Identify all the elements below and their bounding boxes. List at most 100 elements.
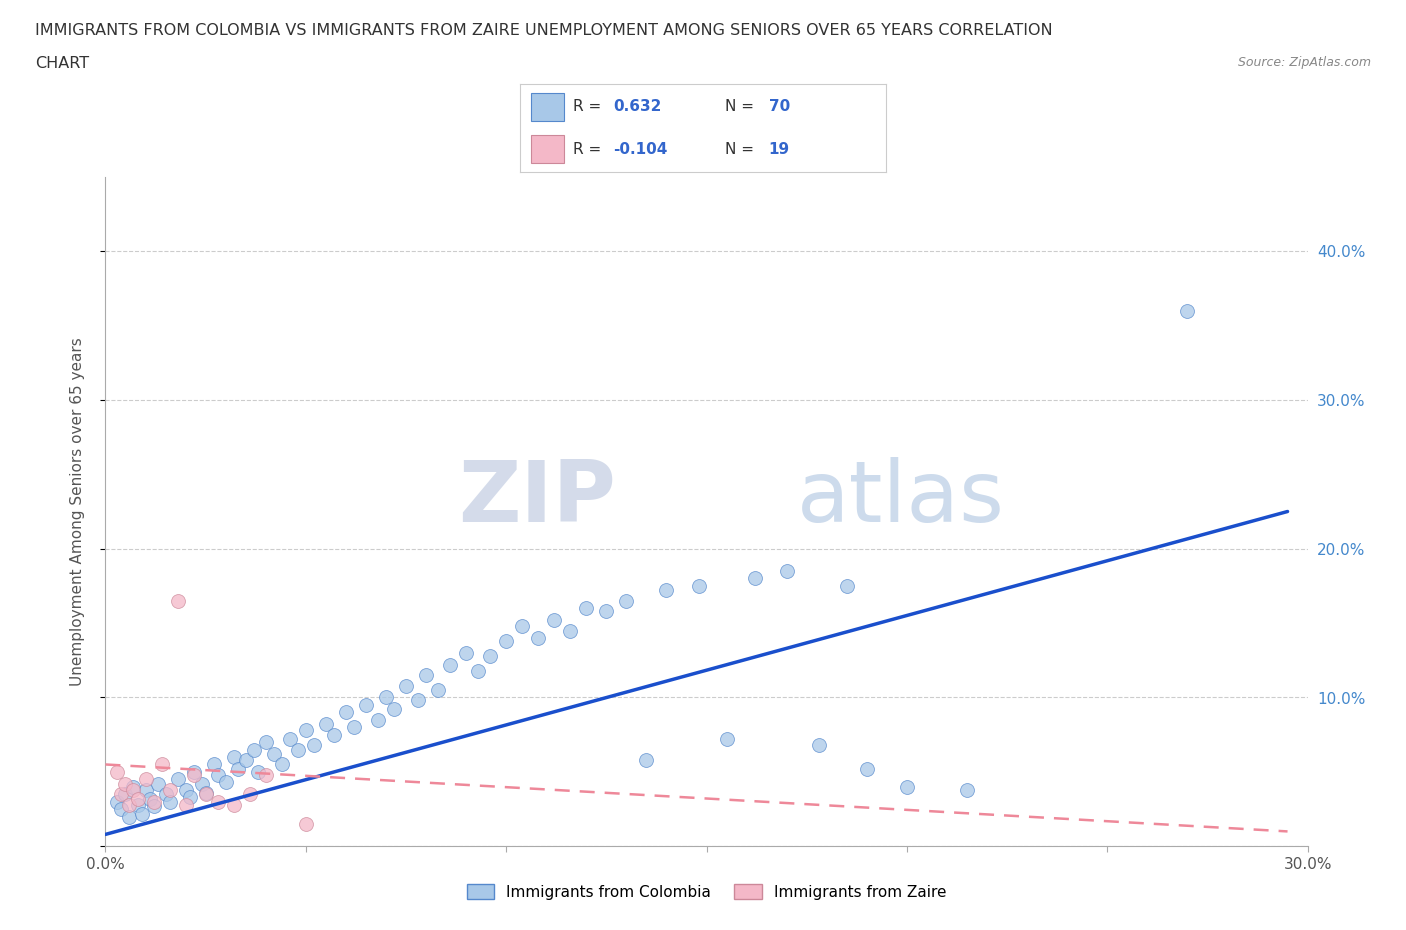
Legend: Immigrants from Colombia, Immigrants from Zaire: Immigrants from Colombia, Immigrants fro… <box>461 877 952 906</box>
Point <box>110 802 132 817</box>
Point <box>114 777 136 791</box>
Point <box>254 735 277 750</box>
Text: CHART: CHART <box>35 56 89 71</box>
Point <box>295 723 318 737</box>
Point <box>454 645 477 660</box>
Point <box>716 732 738 747</box>
Point <box>118 797 141 812</box>
Point <box>776 564 799 578</box>
Point <box>127 797 149 812</box>
Point <box>560 623 582 638</box>
Point <box>183 764 205 779</box>
Point <box>543 613 565 628</box>
Text: R =: R = <box>574 100 606 114</box>
Point <box>174 782 197 797</box>
Point <box>235 752 257 767</box>
Text: ZIP: ZIP <box>458 457 616 539</box>
Point <box>214 775 236 790</box>
Point <box>406 693 429 708</box>
Point <box>174 797 197 812</box>
Point <box>207 767 229 782</box>
Point <box>110 787 132 802</box>
Point <box>226 762 249 777</box>
Text: 0.632: 0.632 <box>613 100 662 114</box>
Point <box>335 705 357 720</box>
Point <box>744 571 766 586</box>
Text: R =: R = <box>574 141 606 156</box>
Point <box>135 782 157 797</box>
Point <box>131 806 153 821</box>
Point <box>427 683 450 698</box>
Point <box>374 690 398 705</box>
Point <box>287 742 309 757</box>
Point <box>142 799 165 814</box>
Point <box>159 782 181 797</box>
Point <box>807 737 830 752</box>
Point <box>510 618 533 633</box>
Point <box>107 764 129 779</box>
Point <box>138 791 160 806</box>
Point <box>239 787 262 802</box>
Point <box>194 787 217 802</box>
Point <box>222 797 245 812</box>
Point <box>246 764 269 779</box>
Point <box>896 779 918 794</box>
Bar <box>531 93 564 121</box>
Point <box>315 717 337 732</box>
Point <box>107 794 129 809</box>
Point <box>254 767 277 782</box>
Point <box>616 593 638 608</box>
Point <box>415 668 437 683</box>
Point <box>343 720 366 735</box>
Point <box>322 727 344 742</box>
Point <box>956 782 979 797</box>
Bar <box>531 135 564 164</box>
Text: 19: 19 <box>769 141 790 156</box>
Point <box>467 663 489 678</box>
Point <box>146 777 169 791</box>
Point <box>527 631 550 645</box>
Point <box>183 767 205 782</box>
Point <box>855 762 877 777</box>
Point <box>439 658 461 672</box>
Point <box>479 648 502 663</box>
Point <box>354 698 377 712</box>
Point <box>595 604 617 618</box>
Point <box>127 791 149 806</box>
Text: Source: ZipAtlas.com: Source: ZipAtlas.com <box>1237 56 1371 69</box>
Point <box>166 593 188 608</box>
Point <box>835 578 858 593</box>
Point <box>302 737 325 752</box>
Point <box>122 779 145 794</box>
Point <box>495 633 517 648</box>
Point <box>263 747 285 762</box>
Point <box>655 583 678 598</box>
Point <box>207 794 229 809</box>
Point <box>278 732 301 747</box>
Text: N =: N = <box>725 100 759 114</box>
Point <box>150 757 173 772</box>
Point <box>135 772 157 787</box>
Text: IMMIGRANTS FROM COLOMBIA VS IMMIGRANTS FROM ZAIRE UNEMPLOYMENT AMONG SENIORS OVE: IMMIGRANTS FROM COLOMBIA VS IMMIGRANTS F… <box>35 23 1053 38</box>
Point <box>194 785 217 800</box>
Point <box>270 757 292 772</box>
Text: atlas: atlas <box>797 457 1005 539</box>
Point <box>242 742 264 757</box>
Point <box>166 772 188 787</box>
Point <box>295 817 318 831</box>
Point <box>575 601 598 616</box>
Point <box>118 809 141 824</box>
Y-axis label: Unemployment Among Seniors over 65 years: Unemployment Among Seniors over 65 years <box>70 338 84 686</box>
Point <box>142 794 165 809</box>
Point <box>159 794 181 809</box>
Text: -0.104: -0.104 <box>613 141 668 156</box>
Text: N =: N = <box>725 141 759 156</box>
Text: 70: 70 <box>769 100 790 114</box>
Point <box>636 752 658 767</box>
Point <box>122 782 145 797</box>
Point <box>179 790 201 804</box>
Point <box>114 787 136 802</box>
Point <box>382 702 405 717</box>
Point <box>190 777 212 791</box>
Point <box>1177 303 1199 318</box>
